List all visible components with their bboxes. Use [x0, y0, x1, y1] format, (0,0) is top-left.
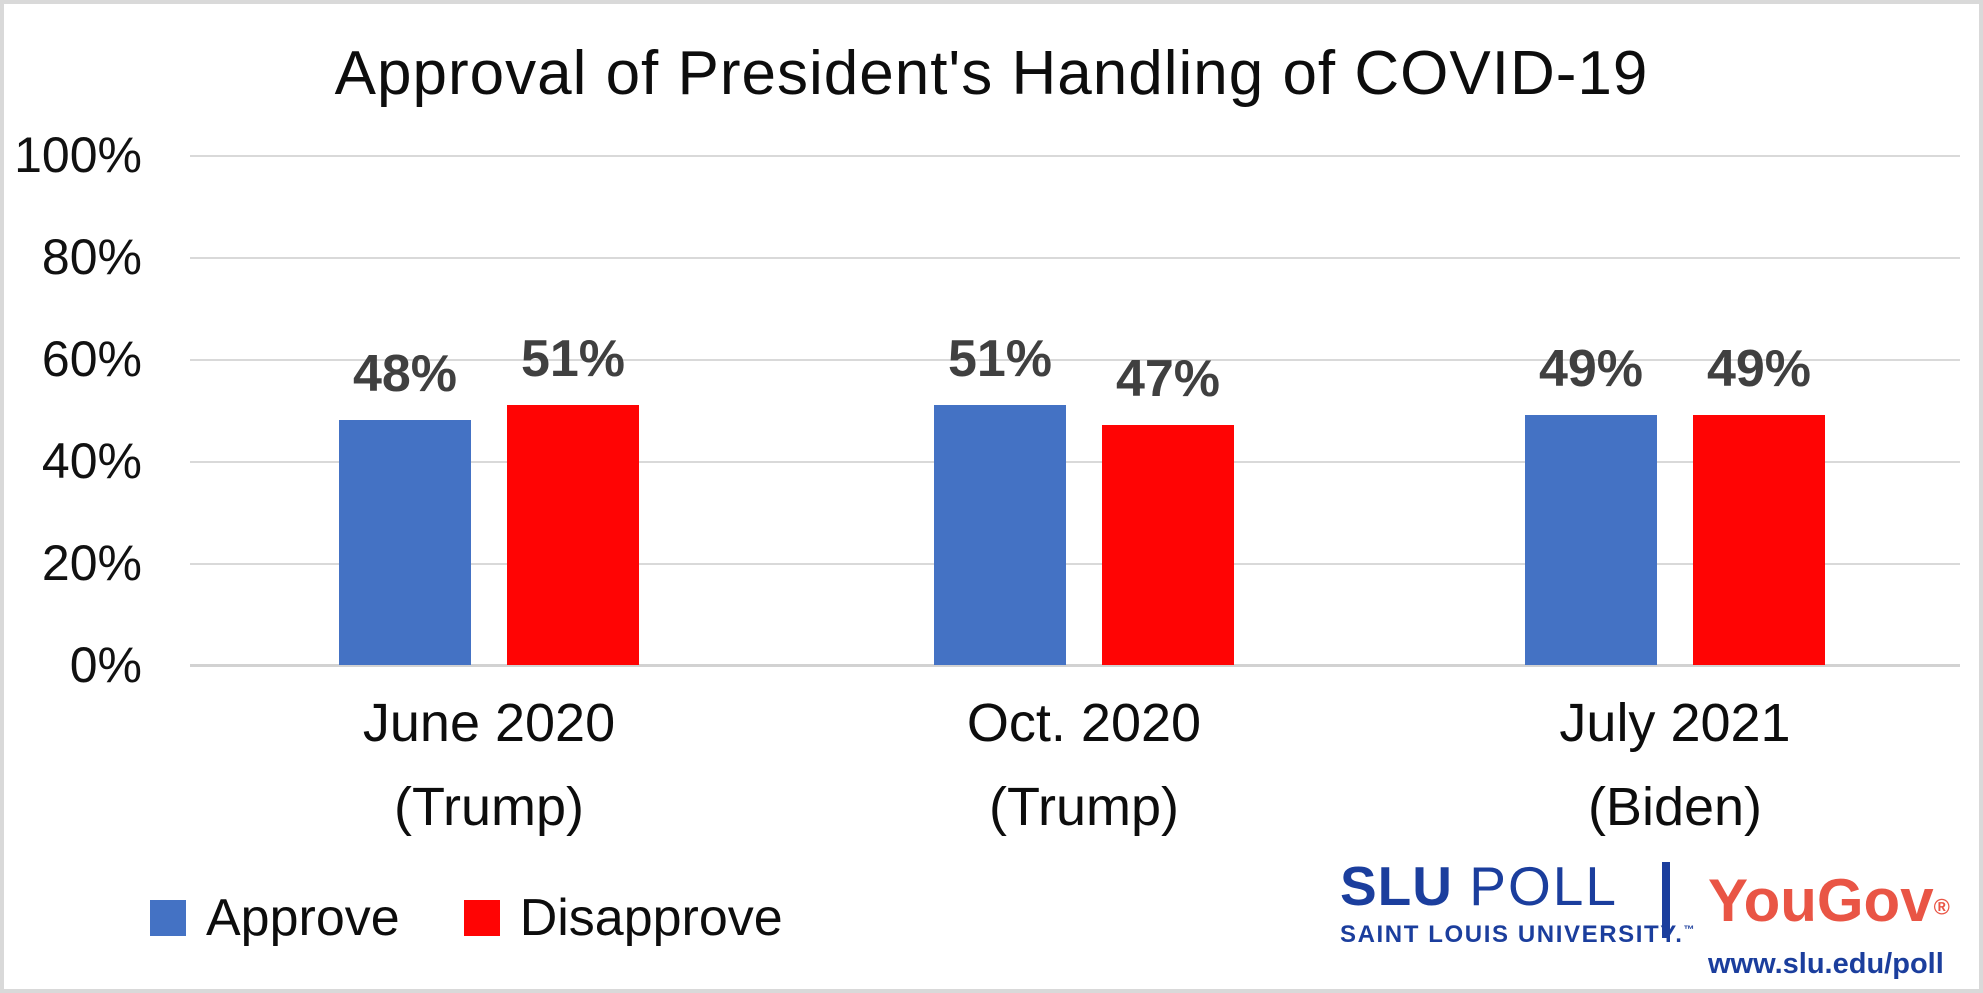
- x-label-line1: Oct. 2020: [966, 693, 1202, 753]
- x-label-line2: (Biden): [1587, 777, 1763, 837]
- bar-value-label: 51%: [947, 330, 1053, 388]
- trademark-symbol: ™: [1683, 924, 1697, 936]
- slu-poll-logo: SLU POLL SAINT LOUIS UNIVERSITY.™: [1340, 859, 1695, 949]
- legend-label-approve: Approve: [206, 889, 400, 947]
- bar-value-label: 47%: [1115, 350, 1221, 408]
- x-label-line2: (Trump): [989, 777, 1179, 837]
- gridline-20: [190, 563, 1960, 565]
- bar-approve-oct-2020: 51%: [934, 330, 1066, 665]
- legend-entry-approve: Approve: [150, 888, 400, 948]
- bar-disapprove-oct-2020: 47%: [1102, 350, 1234, 665]
- x-label-line1: June 2020: [362, 693, 616, 753]
- y-tick-60: 60%: [41, 331, 142, 387]
- x-label-june-2020: June 2020 (Trump): [189, 692, 789, 838]
- registered-symbol: ®: [1933, 894, 1950, 920]
- y-tick-100: 100%: [14, 127, 142, 183]
- legend-swatch-disapprove: [463, 900, 500, 936]
- gridline-80: [190, 257, 1960, 259]
- x-label-line2: (Trump): [394, 777, 584, 837]
- x-label-oct-2020: Oct. 2020 (Trump): [784, 692, 1384, 838]
- yougov-wordmark: YouGov: [1708, 867, 1934, 934]
- bar-disapprove-june-2020: 51%: [507, 330, 639, 665]
- y-tick-80: 80%: [41, 229, 142, 285]
- legend-swatch-approve: [150, 900, 186, 936]
- yougov-logo: YouGov®: [1708, 866, 1950, 935]
- gridline-60: [190, 359, 1960, 361]
- y-tick-40: 40%: [41, 433, 142, 489]
- slu-subtitle: SAINT LOUIS UNIVERSITY.™: [1340, 921, 1695, 949]
- x-label-july-2021: July 2021 (Biden): [1375, 692, 1975, 838]
- bar-value-label: 49%: [1538, 340, 1644, 398]
- logo-divider-bar: [1662, 862, 1670, 938]
- x-label-line1: July 2021: [1559, 693, 1791, 753]
- gridline-100: [190, 155, 1960, 157]
- gridline-40: [190, 461, 1960, 463]
- legend: Approve Disapprove: [150, 888, 783, 948]
- slu-text: SLU: [1340, 855, 1470, 917]
- bar-value-label: 49%: [1706, 340, 1812, 398]
- bar-approve-june-2020: 48%: [339, 345, 471, 665]
- y-tick-20: 20%: [41, 535, 142, 591]
- legend-entry-disapprove: Disapprove: [463, 888, 783, 948]
- x-axis-line: [190, 664, 1960, 667]
- legend-label-disapprove: Disapprove: [519, 889, 783, 947]
- slu-subtitle-text: SAINT LOUIS UNIVERSITY.: [1340, 921, 1684, 948]
- slu-poll-wordmark: SLU POLL: [1340, 859, 1640, 914]
- y-tick-0: 0%: [69, 637, 142, 693]
- branding-block: SLU POLL SAINT LOUIS UNIVERSITY.™ YouGov…: [1330, 856, 1950, 986]
- bar-disapprove-july-2021: 49%: [1693, 340, 1825, 665]
- poll-text: POLL: [1469, 855, 1618, 917]
- bar-value-label: 48%: [352, 345, 458, 403]
- bar-approve-july-2021: 49%: [1525, 340, 1657, 665]
- chart-title: Approval of President's Handling of COVI…: [334, 39, 1649, 108]
- slu-poll-url: www.slu.edu/poll: [1708, 948, 1944, 980]
- bar-value-label: 51%: [520, 330, 626, 388]
